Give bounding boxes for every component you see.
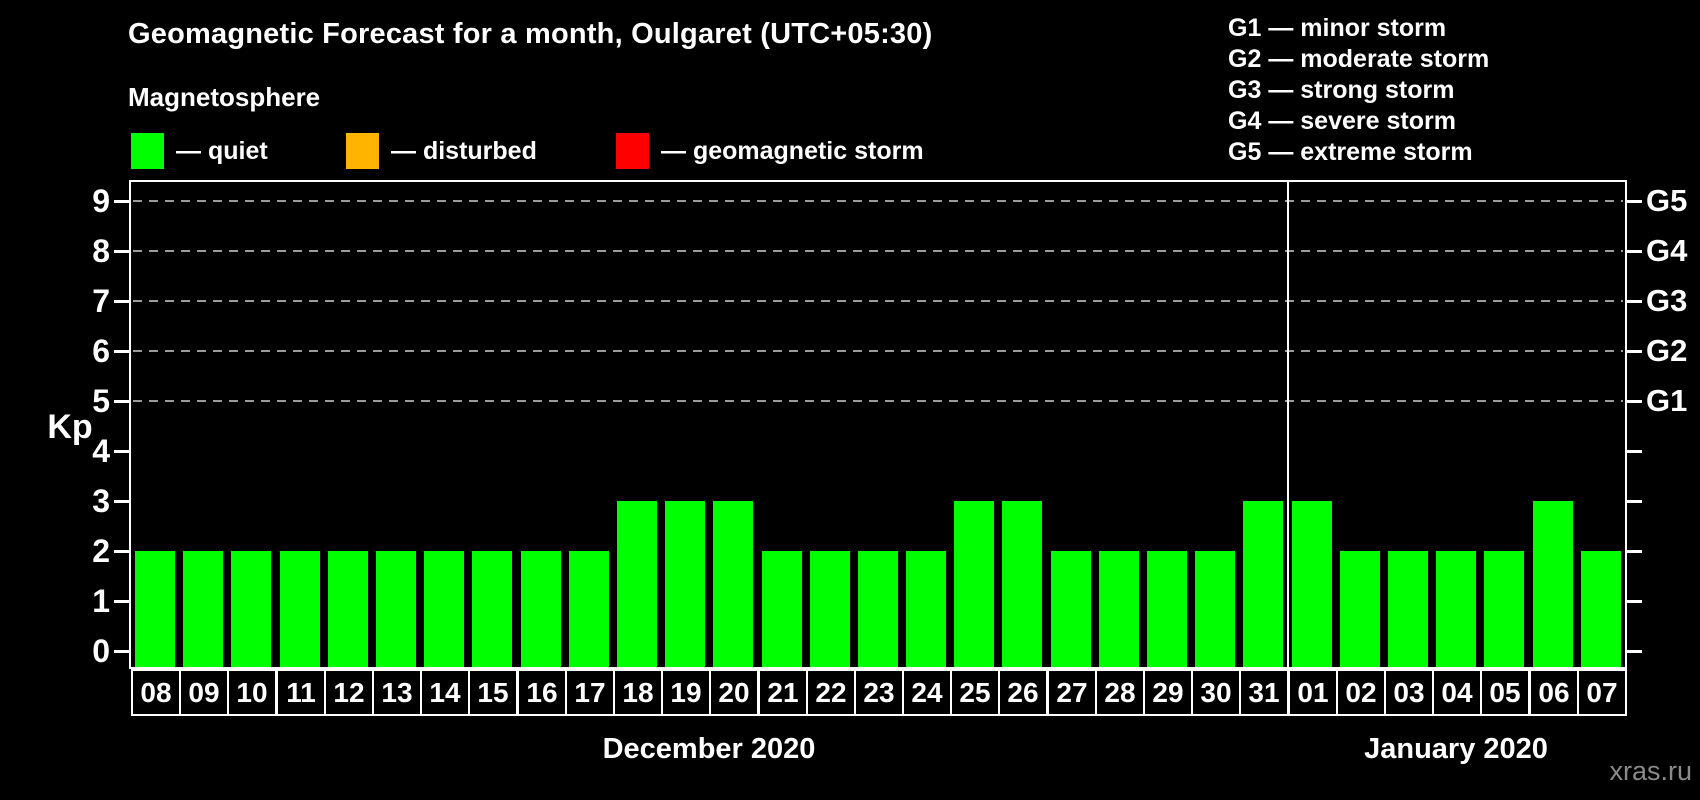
date-cell: 12 bbox=[324, 669, 374, 716]
g-scale-legend: G1 — minor storm G2 — moderate storm G3 … bbox=[1228, 13, 1489, 168]
date-cell: 29 bbox=[1143, 669, 1193, 716]
date-cell: 13 bbox=[372, 669, 422, 716]
g-scale-legend-item: G1 — minor storm bbox=[1228, 13, 1489, 44]
date-cell: 24 bbox=[902, 669, 952, 716]
right-axis-tick bbox=[1625, 250, 1642, 253]
date-cell: 16 bbox=[517, 669, 567, 716]
right-axis-tick bbox=[1625, 500, 1642, 503]
dash: — bbox=[391, 137, 416, 165]
page-title: Geomagnetic Forecast for a month, Oulgar… bbox=[128, 18, 933, 50]
right-axis-tick bbox=[1625, 400, 1642, 403]
g-desc: minor storm bbox=[1300, 14, 1447, 42]
date-cell: 22 bbox=[806, 669, 856, 716]
date-cell: 28 bbox=[1095, 669, 1145, 716]
storm-swatch bbox=[616, 133, 649, 169]
y-tick-label: 8 bbox=[92, 233, 110, 269]
dash: — bbox=[1268, 45, 1294, 73]
g-scale-legend-item: G5 — extreme storm bbox=[1228, 137, 1489, 168]
y-tick-label: 3 bbox=[92, 483, 110, 519]
right-axis-tick bbox=[1625, 650, 1642, 653]
month-label: December 2020 bbox=[602, 733, 816, 765]
dash: — bbox=[1268, 76, 1294, 104]
watermark: xras.ru bbox=[1609, 756, 1692, 786]
g-right-label: G5 bbox=[1646, 183, 1688, 218]
date-cell: 20 bbox=[709, 669, 759, 716]
legend-item-storm: — geomagnetic storm bbox=[661, 137, 924, 166]
g-scale-legend-item: G2 — moderate storm bbox=[1228, 44, 1489, 75]
g-right-label: G1 bbox=[1646, 383, 1688, 418]
date-cell: 03 bbox=[1384, 669, 1434, 716]
g-scale-legend-item: G4 — severe storm bbox=[1228, 106, 1489, 137]
right-axis-tick bbox=[1625, 450, 1642, 453]
date-cell: 09 bbox=[179, 669, 229, 716]
date-cell: 08 bbox=[131, 669, 181, 716]
date-cell: 01 bbox=[1288, 669, 1338, 716]
g-right-label: G2 bbox=[1646, 333, 1688, 368]
date-cell: 05 bbox=[1480, 669, 1530, 716]
date-cell: 23 bbox=[854, 669, 904, 716]
y-tick-label: 7 bbox=[92, 283, 110, 319]
kp-axis-label: Kp bbox=[47, 408, 93, 446]
g-code: G4 bbox=[1228, 107, 1262, 135]
quiet-swatch bbox=[131, 133, 164, 169]
date-cell: 11 bbox=[276, 669, 326, 716]
right-axis-tick bbox=[1625, 350, 1642, 353]
date-cell: 14 bbox=[420, 669, 470, 716]
date-cell: 02 bbox=[1336, 669, 1386, 716]
date-cell: 07 bbox=[1577, 669, 1627, 716]
date-cell: 21 bbox=[758, 669, 808, 716]
y-tick-label: 6 bbox=[92, 333, 110, 369]
g-code: G5 bbox=[1228, 138, 1262, 166]
g-desc: strong storm bbox=[1300, 76, 1455, 104]
dash: — bbox=[1268, 107, 1294, 135]
date-cell: 06 bbox=[1529, 669, 1579, 716]
legend-label: geomagnetic storm bbox=[692, 137, 924, 165]
date-cell: 04 bbox=[1432, 669, 1482, 716]
g-right-label: G4 bbox=[1646, 233, 1688, 268]
g-scale-legend-item: G3 — strong storm bbox=[1228, 75, 1489, 106]
dash: — bbox=[661, 137, 686, 165]
date-cell: 26 bbox=[998, 669, 1048, 716]
date-cell: 27 bbox=[1047, 669, 1097, 716]
date-cell: 31 bbox=[1239, 669, 1289, 716]
dash: — bbox=[1268, 138, 1294, 166]
y-tick-label: 2 bbox=[92, 533, 110, 569]
g-desc: extreme storm bbox=[1300, 138, 1473, 166]
magnetosphere-heading: Magnetosphere bbox=[128, 82, 321, 112]
legend-label: disturbed bbox=[422, 137, 537, 165]
g-code: G1 bbox=[1228, 14, 1262, 42]
y-tick-label: 1 bbox=[92, 583, 110, 619]
y-tick-label: 0 bbox=[92, 633, 110, 669]
legend-label: quiet bbox=[207, 137, 268, 165]
legend-item-disturbed: — disturbed bbox=[391, 137, 537, 166]
chart-plot-area bbox=[129, 180, 1627, 669]
legend-item-quiet: — quiet bbox=[176, 137, 268, 166]
date-cell: 30 bbox=[1191, 669, 1241, 716]
g-desc: moderate storm bbox=[1300, 45, 1490, 73]
date-cell: 17 bbox=[565, 669, 615, 716]
date-cell: 15 bbox=[468, 669, 518, 716]
g-code: G2 bbox=[1228, 45, 1262, 73]
right-axis-tick bbox=[1625, 200, 1642, 203]
date-cell: 18 bbox=[613, 669, 663, 716]
date-cell: 25 bbox=[950, 669, 1000, 716]
g-code: G3 bbox=[1228, 76, 1262, 104]
right-axis-tick bbox=[1625, 600, 1642, 603]
right-axis-tick bbox=[1625, 550, 1642, 553]
date-cell: 10 bbox=[227, 669, 277, 716]
y-tick-label: 9 bbox=[92, 183, 110, 219]
dash: — bbox=[176, 137, 201, 165]
disturbed-swatch bbox=[346, 133, 379, 169]
g-right-label: G3 bbox=[1646, 283, 1688, 318]
date-cell: 19 bbox=[661, 669, 711, 716]
dash: — bbox=[1268, 14, 1294, 42]
g-desc: severe storm bbox=[1300, 107, 1456, 135]
right-axis-tick bbox=[1625, 300, 1642, 303]
